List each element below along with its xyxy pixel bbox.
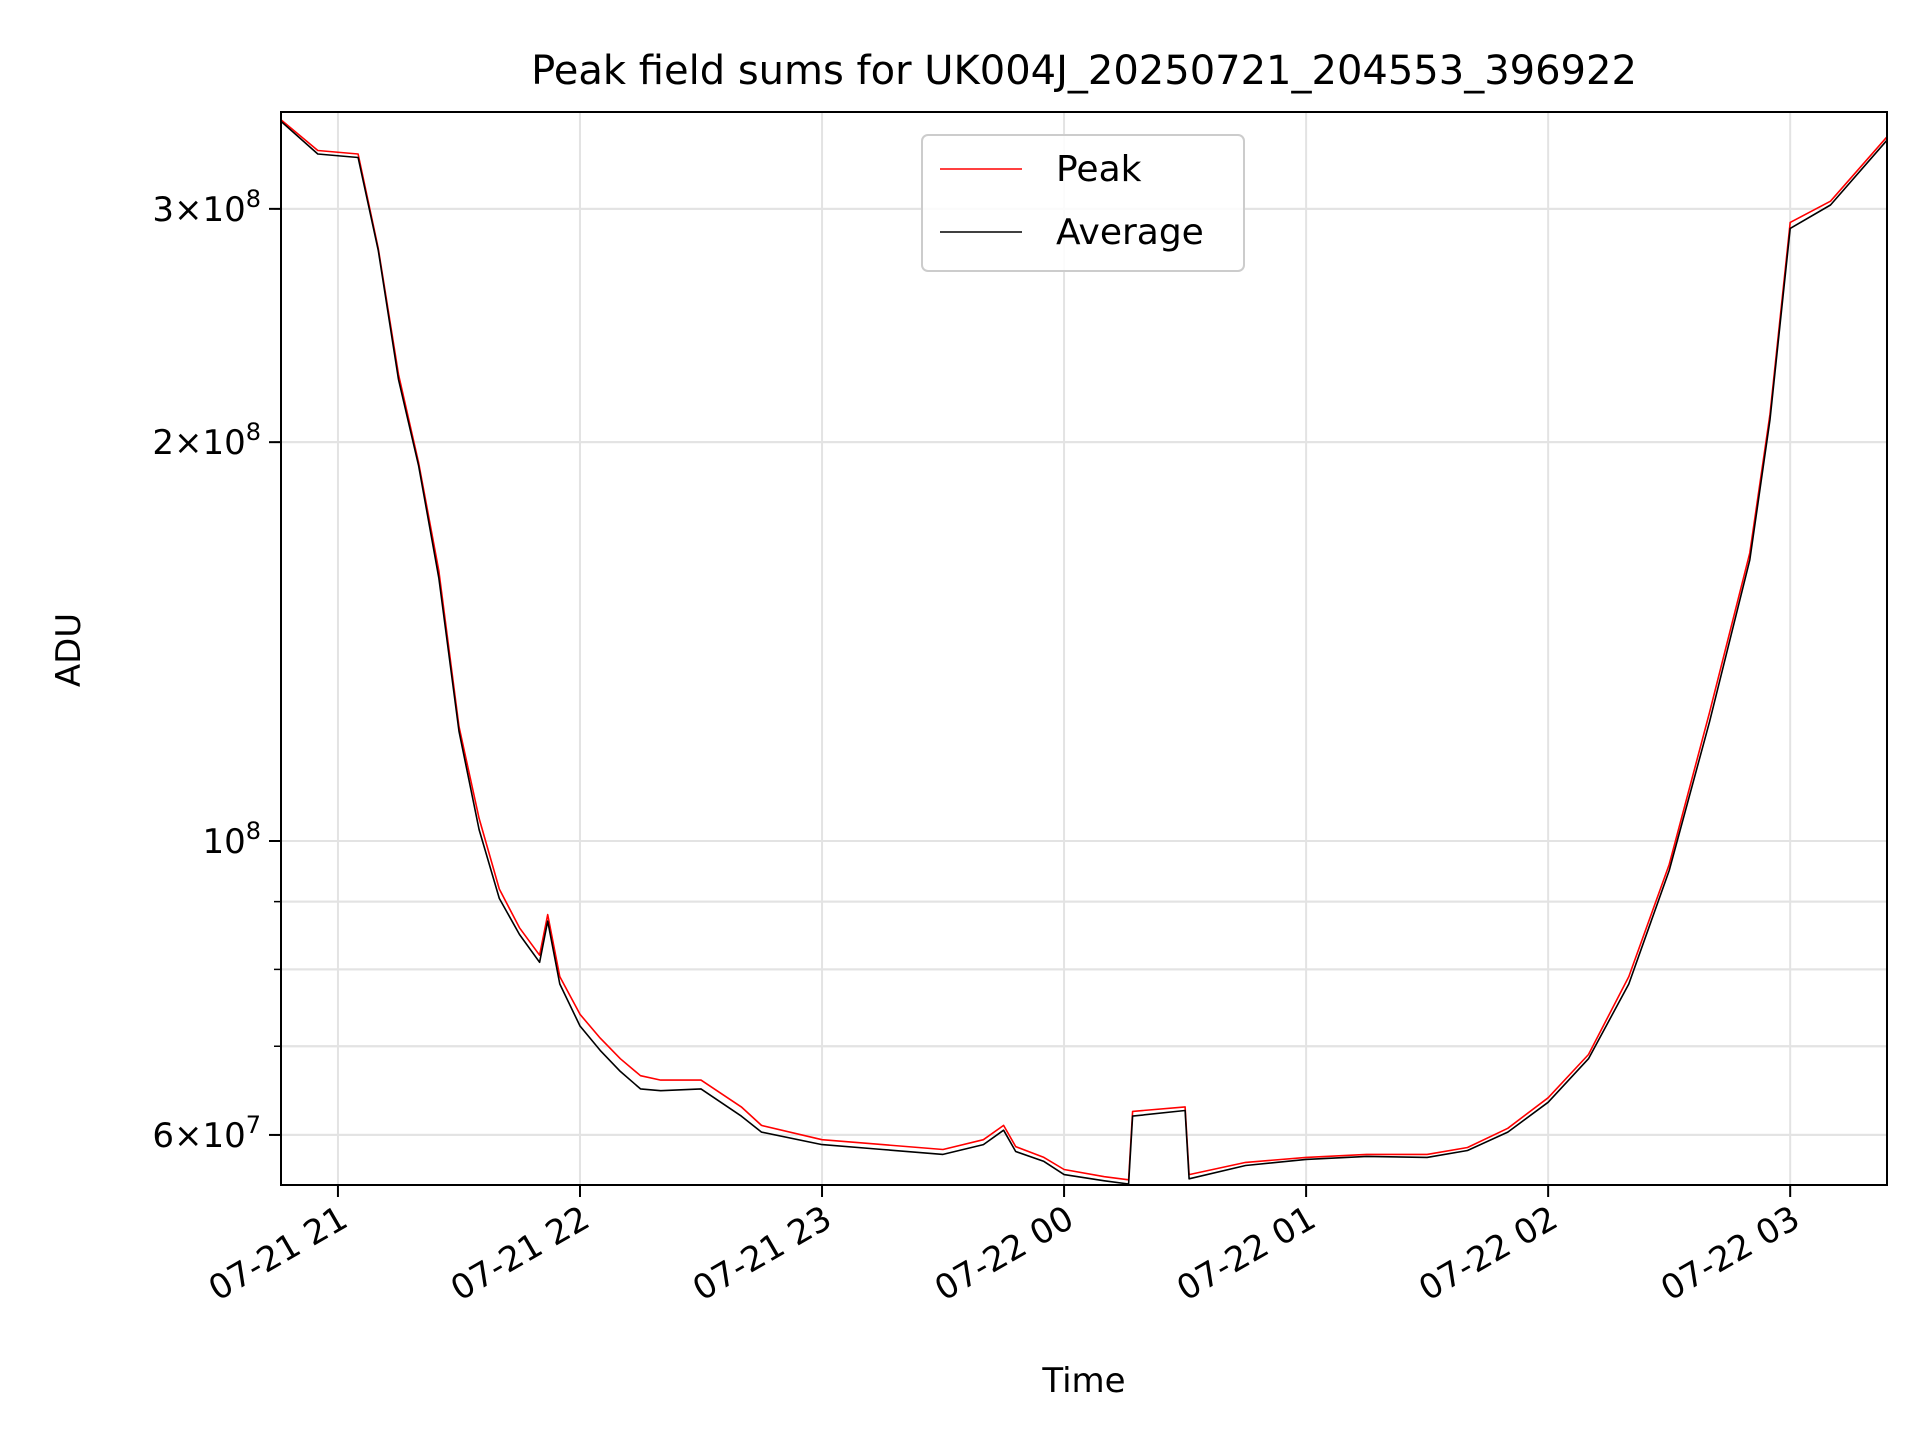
chart-title: Peak field sums for UK004J_20250721_2045… xyxy=(531,48,1637,94)
y-tick-label: 3×108 xyxy=(152,185,261,230)
grid xyxy=(281,112,1887,1185)
legend-label-average: Average xyxy=(1056,212,1204,253)
legend-label-peak: Peak xyxy=(1056,149,1142,190)
plot-frame xyxy=(280,111,1888,1186)
y-axis: 6×107 108 2×108 3×108 xyxy=(152,185,281,1156)
x-axis-label: Time xyxy=(1041,1361,1125,1401)
y-tick-label: 108 xyxy=(202,817,261,862)
series-line-average xyxy=(280,121,1888,1185)
series-line-peak xyxy=(280,119,1888,1181)
plot-lines xyxy=(280,119,1888,1185)
y-axis-label: ADU xyxy=(49,613,89,687)
y-tick-label: 6×107 xyxy=(152,1111,261,1156)
y-tick-label: 2×108 xyxy=(152,418,261,463)
legend: Peak Average xyxy=(921,134,1245,272)
